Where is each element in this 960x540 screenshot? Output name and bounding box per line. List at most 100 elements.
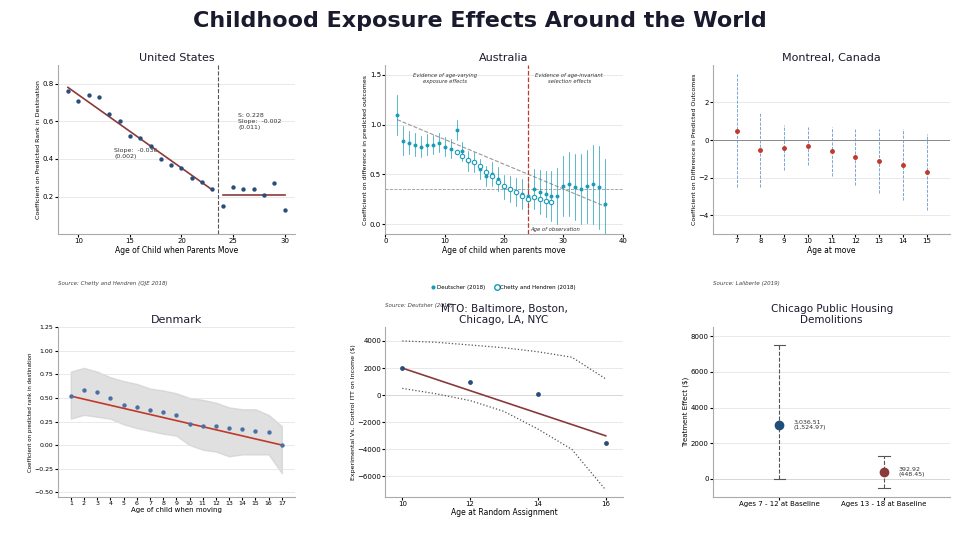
Point [184, 173, 200, 182]
Point [562, 180, 577, 188]
Point [502, 185, 517, 194]
Point [413, 142, 428, 151]
Title: MTO: Baltimore, Boston,
Chicago, LA, NYC: MTO: Baltimore, Boston, Chicago, LA, NYC [441, 303, 567, 325]
Title: Denmark: Denmark [151, 315, 202, 325]
X-axis label: Age of Child when Parents Move: Age of Child when Parents Move [114, 246, 238, 255]
Text: 3,036.51
(1,524.97): 3,036.51 (1,524.97) [794, 420, 827, 430]
Point [208, 422, 224, 430]
Point [580, 182, 595, 191]
Point [154, 154, 169, 163]
Text: S: 0.228
Slope:  -0.002
(0.011): S: 0.228 Slope: -0.002 (0.011) [238, 113, 281, 130]
Text: Slope:  -0.036
(0.002): Slope: -0.036 (0.002) [114, 148, 157, 159]
Point [248, 427, 263, 435]
Point [461, 157, 476, 166]
Point [156, 408, 171, 416]
Point [143, 141, 158, 150]
Point [60, 87, 76, 96]
X-axis label: Age at move: Age at move [807, 246, 856, 255]
Point [449, 148, 465, 157]
Point [275, 441, 290, 449]
Point [407, 140, 422, 149]
Point [496, 182, 512, 191]
Point [491, 175, 506, 184]
Point [195, 422, 210, 430]
Point [437, 142, 452, 151]
Point [550, 192, 565, 201]
Text: Source: Chetty and Hendren (QJE 2018): Source: Chetty and Hendren (QJE 2018) [58, 281, 167, 286]
Point [573, 185, 588, 194]
Point [163, 160, 179, 169]
Point [76, 386, 91, 395]
Point [112, 117, 128, 126]
Point [256, 191, 272, 199]
Y-axis label: Coefficient on predicted rank in destination: Coefficient on predicted rank in destina… [28, 352, 33, 472]
Point [169, 410, 184, 419]
Point [467, 158, 482, 167]
Point [91, 92, 107, 101]
Point [467, 158, 482, 167]
Point [543, 192, 559, 201]
Point [81, 91, 96, 99]
Point [491, 178, 506, 187]
Point [132, 134, 148, 143]
Point [431, 138, 446, 147]
Point [226, 183, 241, 192]
X-axis label: Age of child when parents move: Age of child when parents move [443, 246, 565, 255]
Text: Evidence of age-invariant
selection effects: Evidence of age-invariant selection effe… [536, 73, 603, 84]
Point [236, 185, 252, 193]
Point [71, 96, 86, 105]
Point [567, 183, 583, 192]
Point [443, 144, 458, 153]
Point [598, 438, 613, 447]
X-axis label: Age of child when moving: Age of child when moving [131, 508, 222, 514]
Point [215, 201, 230, 210]
Point [420, 140, 435, 149]
Point [63, 392, 79, 401]
Point [543, 198, 559, 207]
Point [478, 168, 493, 177]
Point [222, 424, 237, 433]
Point [586, 180, 601, 188]
Point [472, 162, 488, 171]
Point [195, 177, 210, 186]
Point [234, 425, 250, 434]
Point [174, 164, 189, 173]
Point [102, 110, 117, 118]
Point [485, 170, 500, 179]
Point [204, 185, 220, 193]
Y-axis label: Experimental Vs. Control ITT on Income ($): Experimental Vs. Control ITT on Income (… [350, 344, 356, 480]
Point [449, 125, 465, 134]
Title: Australia: Australia [479, 52, 529, 63]
Point [461, 156, 476, 165]
Point [261, 428, 276, 436]
Text: Evidence of age-varying
exposure effects: Evidence of age-varying exposure effects [413, 73, 477, 84]
Point [396, 136, 411, 145]
X-axis label: Age at Random Assignment: Age at Random Assignment [450, 508, 558, 517]
Point [472, 165, 488, 174]
Text: Source: Deutsher (2018): Source: Deutsher (2018) [385, 303, 453, 308]
Point [515, 192, 530, 201]
Point [129, 403, 144, 411]
Point [520, 195, 536, 204]
Point [508, 188, 523, 197]
Point [530, 389, 545, 398]
Text: Childhood Exposure Effects Around the World: Childhood Exposure Effects Around the Wo… [193, 11, 767, 31]
Legend: Deutscher (2018), Chetty and Hendren (2018): Deutscher (2018), Chetty and Hendren (20… [430, 283, 578, 293]
Point [89, 388, 105, 397]
Point [478, 172, 493, 181]
Point [526, 185, 541, 194]
Title: Chicago Public Housing
Demolitions: Chicago Public Housing Demolitions [771, 303, 893, 325]
Text: Age of observation: Age of observation [531, 227, 581, 232]
Title: United States: United States [138, 52, 214, 63]
Point [485, 172, 500, 181]
Title: Montreal, Canada: Montreal, Canada [782, 52, 881, 63]
Point [103, 394, 118, 402]
Point [395, 364, 410, 373]
Point [246, 185, 261, 193]
Point [538, 197, 553, 206]
Y-axis label: Coefficient on Predicted Rank in Destination: Coefficient on Predicted Rank in Destina… [36, 80, 40, 219]
Point [267, 179, 282, 188]
Point [520, 192, 536, 201]
Y-axis label: Coefficient on difference in predicted outcomes: Coefficient on difference in predicted o… [364, 75, 369, 225]
Point [425, 140, 441, 149]
